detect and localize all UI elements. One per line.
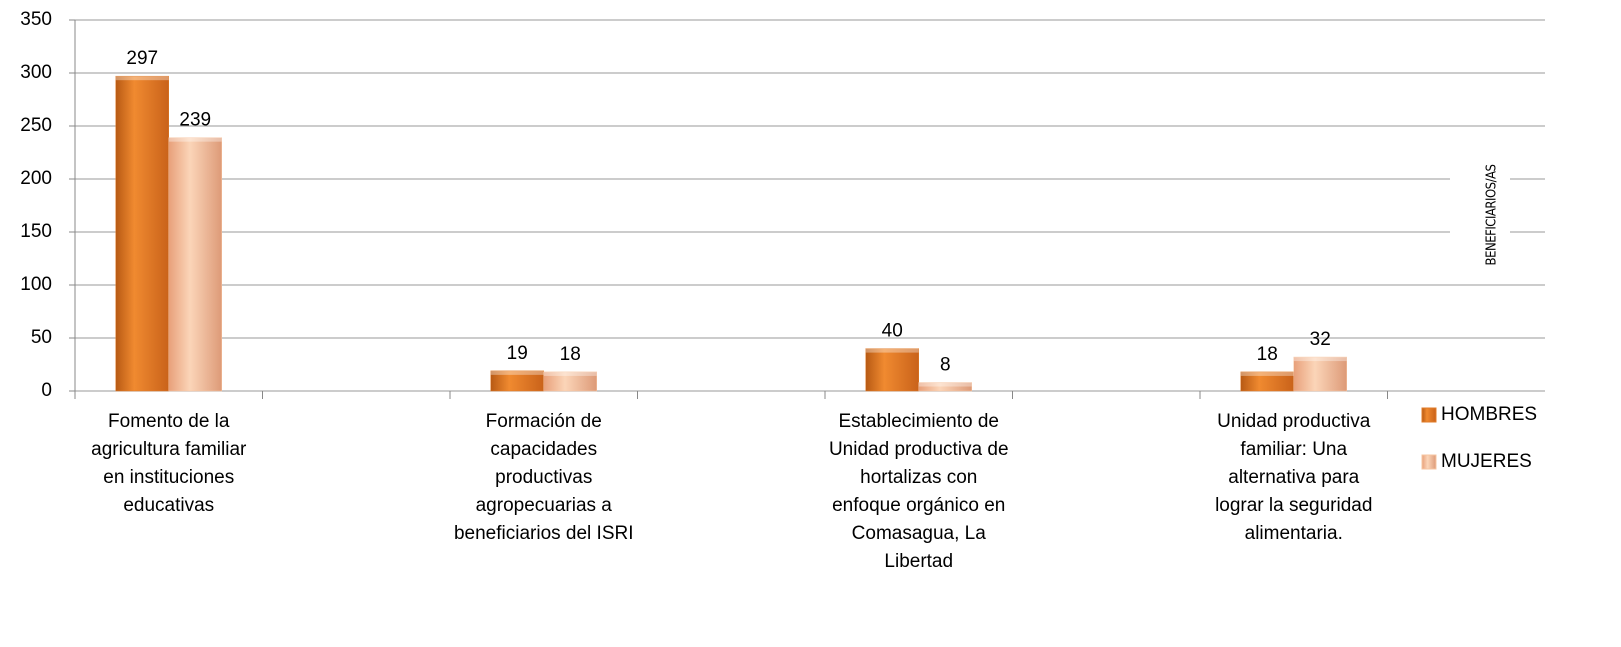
bar-top: [1293, 357, 1347, 362]
y-tick-label: 150: [20, 221, 52, 242]
x-tick-label: Unidad productiva familiar: Una alternat…: [1215, 411, 1373, 544]
y-tick-label: 350: [20, 9, 52, 30]
data-label: 18: [1257, 344, 1278, 365]
y-tick-label: 50: [31, 327, 52, 348]
bar-top: [865, 348, 919, 353]
bar-top: [918, 382, 972, 387]
bar-top: [490, 370, 544, 375]
legend-label: HOMBRES: [1441, 404, 1537, 425]
y-axis-title: BENEFICIARIOS/AS: [1485, 164, 1500, 265]
data-label: 8: [940, 355, 951, 376]
x-tick-label: Establecimiento de Unidad productiva de …: [828, 411, 1009, 572]
bar: [543, 371, 597, 392]
y-tick-label: 0: [41, 380, 52, 401]
bar-top: [1240, 371, 1294, 376]
bar: [865, 348, 919, 392]
bar-top: [543, 371, 597, 376]
data-label: 18: [560, 344, 581, 365]
y-tick-label: 200: [20, 168, 52, 189]
data-label: 32: [1310, 329, 1331, 350]
y-tick-label: 100: [20, 274, 52, 295]
data-label: 297: [126, 48, 158, 69]
bar: [168, 137, 222, 392]
x-tick-label: Fomento de la agricultura familiar en in…: [91, 411, 247, 516]
legend-swatch: [1421, 454, 1437, 470]
data-label: 40: [882, 321, 903, 342]
bar: [1293, 356, 1347, 392]
bar: [115, 75, 169, 392]
bar: [918, 382, 972, 392]
data-label: 239: [179, 110, 211, 131]
bar-top: [115, 76, 169, 81]
x-tick-label: Formación de capacidades productivas agr…: [453, 411, 634, 544]
legend-label: MUJERES: [1441, 451, 1532, 472]
data-label: 19: [507, 343, 528, 364]
y-tick-label: 300: [20, 62, 52, 83]
legend-swatch: [1421, 407, 1437, 423]
y-tick-label: 250: [20, 115, 52, 136]
bar-top: [168, 137, 222, 142]
